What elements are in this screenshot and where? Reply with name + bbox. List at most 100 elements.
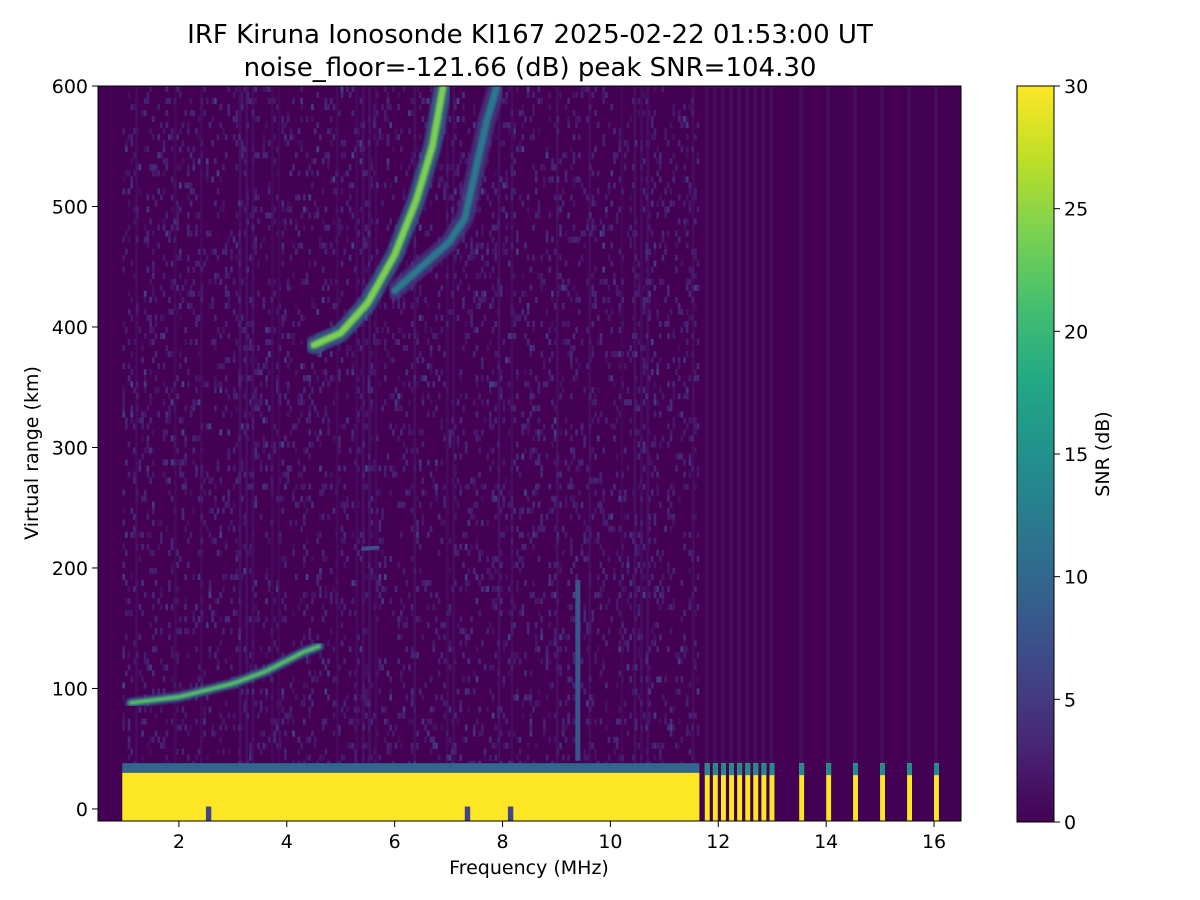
noise-cell	[440, 652, 444, 659]
noise-cell	[529, 700, 533, 707]
noise-cell	[683, 634, 686, 641]
noise-cell	[626, 465, 630, 472]
noise-cell	[151, 272, 155, 279]
noise-cell	[696, 652, 700, 659]
noise-cell	[650, 742, 654, 749]
noise-cell	[187, 381, 190, 388]
noise-cell	[675, 676, 678, 683]
noise-cell	[160, 194, 163, 201]
noise-cell	[281, 441, 285, 448]
noise-cell	[462, 652, 465, 659]
noise-cell	[259, 242, 263, 249]
noise-cell	[370, 435, 374, 442]
noise-cell	[499, 290, 503, 297]
noise-cell	[389, 555, 392, 562]
noise-cell	[324, 411, 328, 418]
noise-cell	[125, 459, 128, 466]
noise-cell	[653, 242, 657, 249]
noise-cell	[545, 381, 549, 388]
noise-cell	[127, 664, 131, 671]
noise-cell	[294, 369, 298, 376]
noise-cell	[400, 742, 403, 749]
noise-cell	[435, 489, 438, 496]
noise-cell	[502, 339, 506, 346]
noise-cell	[359, 531, 363, 538]
noise-cell	[305, 278, 309, 285]
noise-cell	[370, 531, 374, 538]
noise-cell	[267, 453, 271, 460]
noise-cell	[486, 706, 489, 713]
noise-cell	[162, 254, 166, 261]
noise-cell	[300, 146, 303, 153]
noise-cell	[265, 688, 268, 695]
noise-cell	[321, 724, 325, 731]
noise-cell	[170, 224, 174, 231]
noise-cell	[642, 110, 646, 117]
noise-cell	[483, 272, 487, 279]
noise-cell	[575, 357, 578, 364]
noise-cell	[386, 730, 390, 737]
noise-cell	[661, 278, 665, 285]
noise-cell	[160, 519, 163, 526]
noise-cell	[311, 688, 314, 695]
noise-cell	[230, 266, 233, 273]
noise-cell	[308, 634, 312, 641]
noise-cell	[338, 375, 341, 382]
noise-cell	[548, 375, 552, 382]
noise-cell	[400, 610, 403, 617]
noise-cell	[292, 688, 295, 695]
noise-cell	[464, 724, 468, 731]
noise-cell	[383, 465, 387, 472]
noise-cell	[524, 314, 527, 321]
noise-cell	[494, 742, 498, 749]
noise-cell	[176, 748, 179, 755]
noise-cell	[216, 327, 220, 334]
noise-cell	[443, 682, 446, 689]
noise-cell	[632, 351, 635, 358]
noise-cell	[694, 188, 697, 195]
noise-cell	[599, 501, 603, 508]
noise-cell	[127, 290, 131, 297]
noise-cell	[122, 718, 125, 725]
noise-cell	[489, 381, 492, 388]
noise-cell	[561, 302, 565, 309]
noise-cell	[141, 580, 144, 587]
noise-cell	[338, 230, 341, 237]
noise-cell	[127, 200, 131, 207]
noise-cell	[516, 236, 519, 243]
noise-cell	[122, 574, 125, 581]
noise-cell	[567, 122, 570, 129]
noise-cell	[329, 592, 333, 599]
noise-cell	[216, 646, 220, 653]
noise-cell	[580, 682, 584, 689]
noise-cell	[195, 314, 198, 321]
noise-cell	[685, 327, 689, 334]
noise-cell	[214, 248, 217, 255]
noise-cell	[475, 248, 479, 255]
noise-cell	[580, 459, 584, 466]
noise-cell	[219, 724, 223, 731]
noise-cell	[351, 182, 355, 189]
noise-cell	[146, 543, 150, 550]
channel-spike-cap	[934, 763, 939, 776]
noise-cell	[146, 194, 150, 201]
noise-cell	[659, 158, 662, 165]
noise-cell	[227, 489, 231, 496]
noise-cell	[343, 754, 347, 761]
noise-cell	[386, 98, 390, 105]
noise-cell	[448, 116, 452, 123]
noise-cell	[324, 98, 328, 105]
noise-cell	[570, 447, 573, 454]
noise-cell	[265, 652, 268, 659]
noise-cell	[281, 116, 285, 123]
noise-cell	[235, 140, 239, 147]
noise-cell	[580, 501, 584, 508]
noise-cell	[230, 519, 233, 526]
noise-cell	[499, 586, 503, 593]
noise-cell	[195, 604, 198, 611]
noise-cell	[157, 736, 160, 743]
noise-cell	[502, 646, 506, 653]
noise-cell	[365, 314, 368, 321]
noise-cell	[505, 742, 508, 749]
noise-cell	[143, 447, 147, 454]
